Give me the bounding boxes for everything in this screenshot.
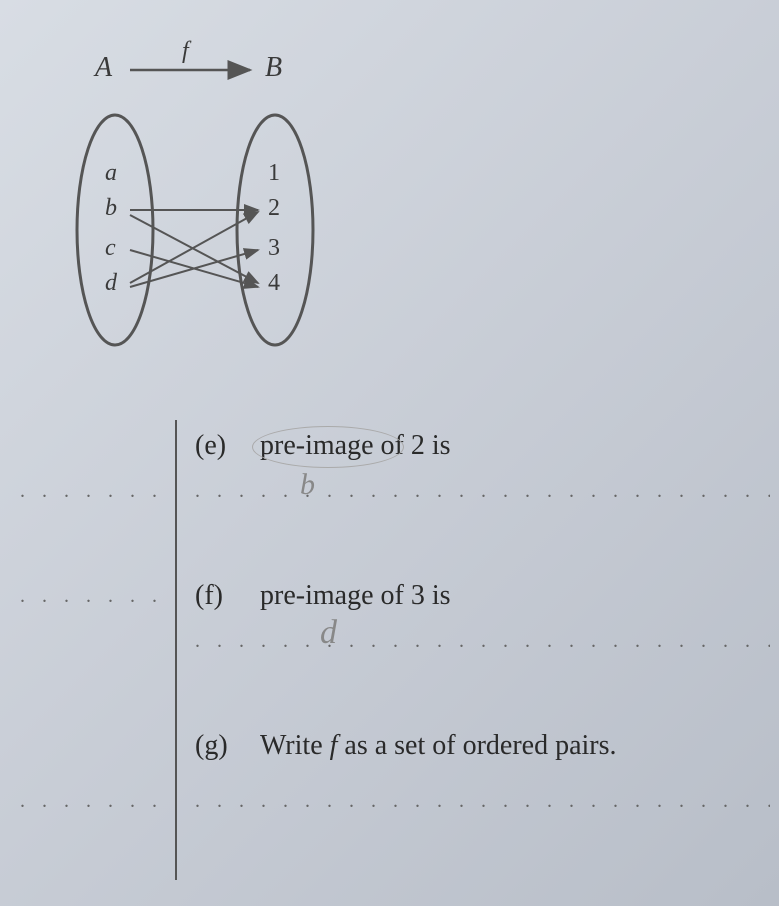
question-e-label: (e) (195, 430, 226, 462)
question-g-prefix: Write (260, 730, 330, 761)
question-f-text: pre-image of 3 is (260, 580, 451, 612)
question-e: (e) pre-image of 2 is . . . . . . . . . … (0, 420, 779, 570)
elem-c: c (105, 235, 116, 262)
dots-right-f: . . . . . . . . . . . . . . . . . . . . … (195, 630, 770, 650)
dots-right-e: . . . . . . . . . . . . . . . . . . . . … (195, 480, 770, 500)
elem-a: a (105, 160, 117, 187)
question-f-label: (f) (195, 580, 223, 612)
question-f: (f) pre-image of 3 is . . . . . . . . . … (0, 570, 779, 720)
elem-2: 2 (268, 195, 280, 222)
function-diagram: A f B a b c d 1 2 3 4 (60, 40, 340, 360)
set-b-ellipse (237, 115, 313, 345)
dots-left-g: . . . . . . . . . . (20, 790, 170, 810)
question-g-suffix: as a set of ordered pairs. (337, 730, 616, 761)
diagram-svg (60, 40, 340, 360)
elem-4: 4 (268, 270, 280, 297)
question-g: (g) Write f as a set of ordered pairs. .… (0, 720, 779, 870)
elem-d: d (105, 270, 117, 297)
dots-left-e: . . . . . . . . . . (20, 480, 170, 500)
dots-left-f: . . . . . . . . . . (20, 585, 170, 605)
function-label: f (182, 38, 189, 65)
dots-right-g: . . . . . . . . . . . . . . . . . . . . … (195, 790, 770, 810)
elem-1: 1 (268, 160, 280, 187)
set-a-ellipse (77, 115, 153, 345)
elem-b: b (105, 195, 117, 222)
question-g-label: (g) (195, 730, 228, 762)
answer-f: d (320, 614, 337, 652)
questions-block: (e) pre-image of 2 is . . . . . . . . . … (0, 420, 779, 870)
question-g-text: Write f as a set of ordered pairs. (260, 730, 617, 762)
set-b-label: B (265, 52, 282, 84)
elem-3: 3 (268, 235, 280, 262)
set-a-label: A (95, 52, 112, 84)
question-e-text: pre-image of 2 is (260, 430, 451, 462)
answer-e: b (300, 468, 315, 502)
circle-annotation (252, 426, 404, 468)
